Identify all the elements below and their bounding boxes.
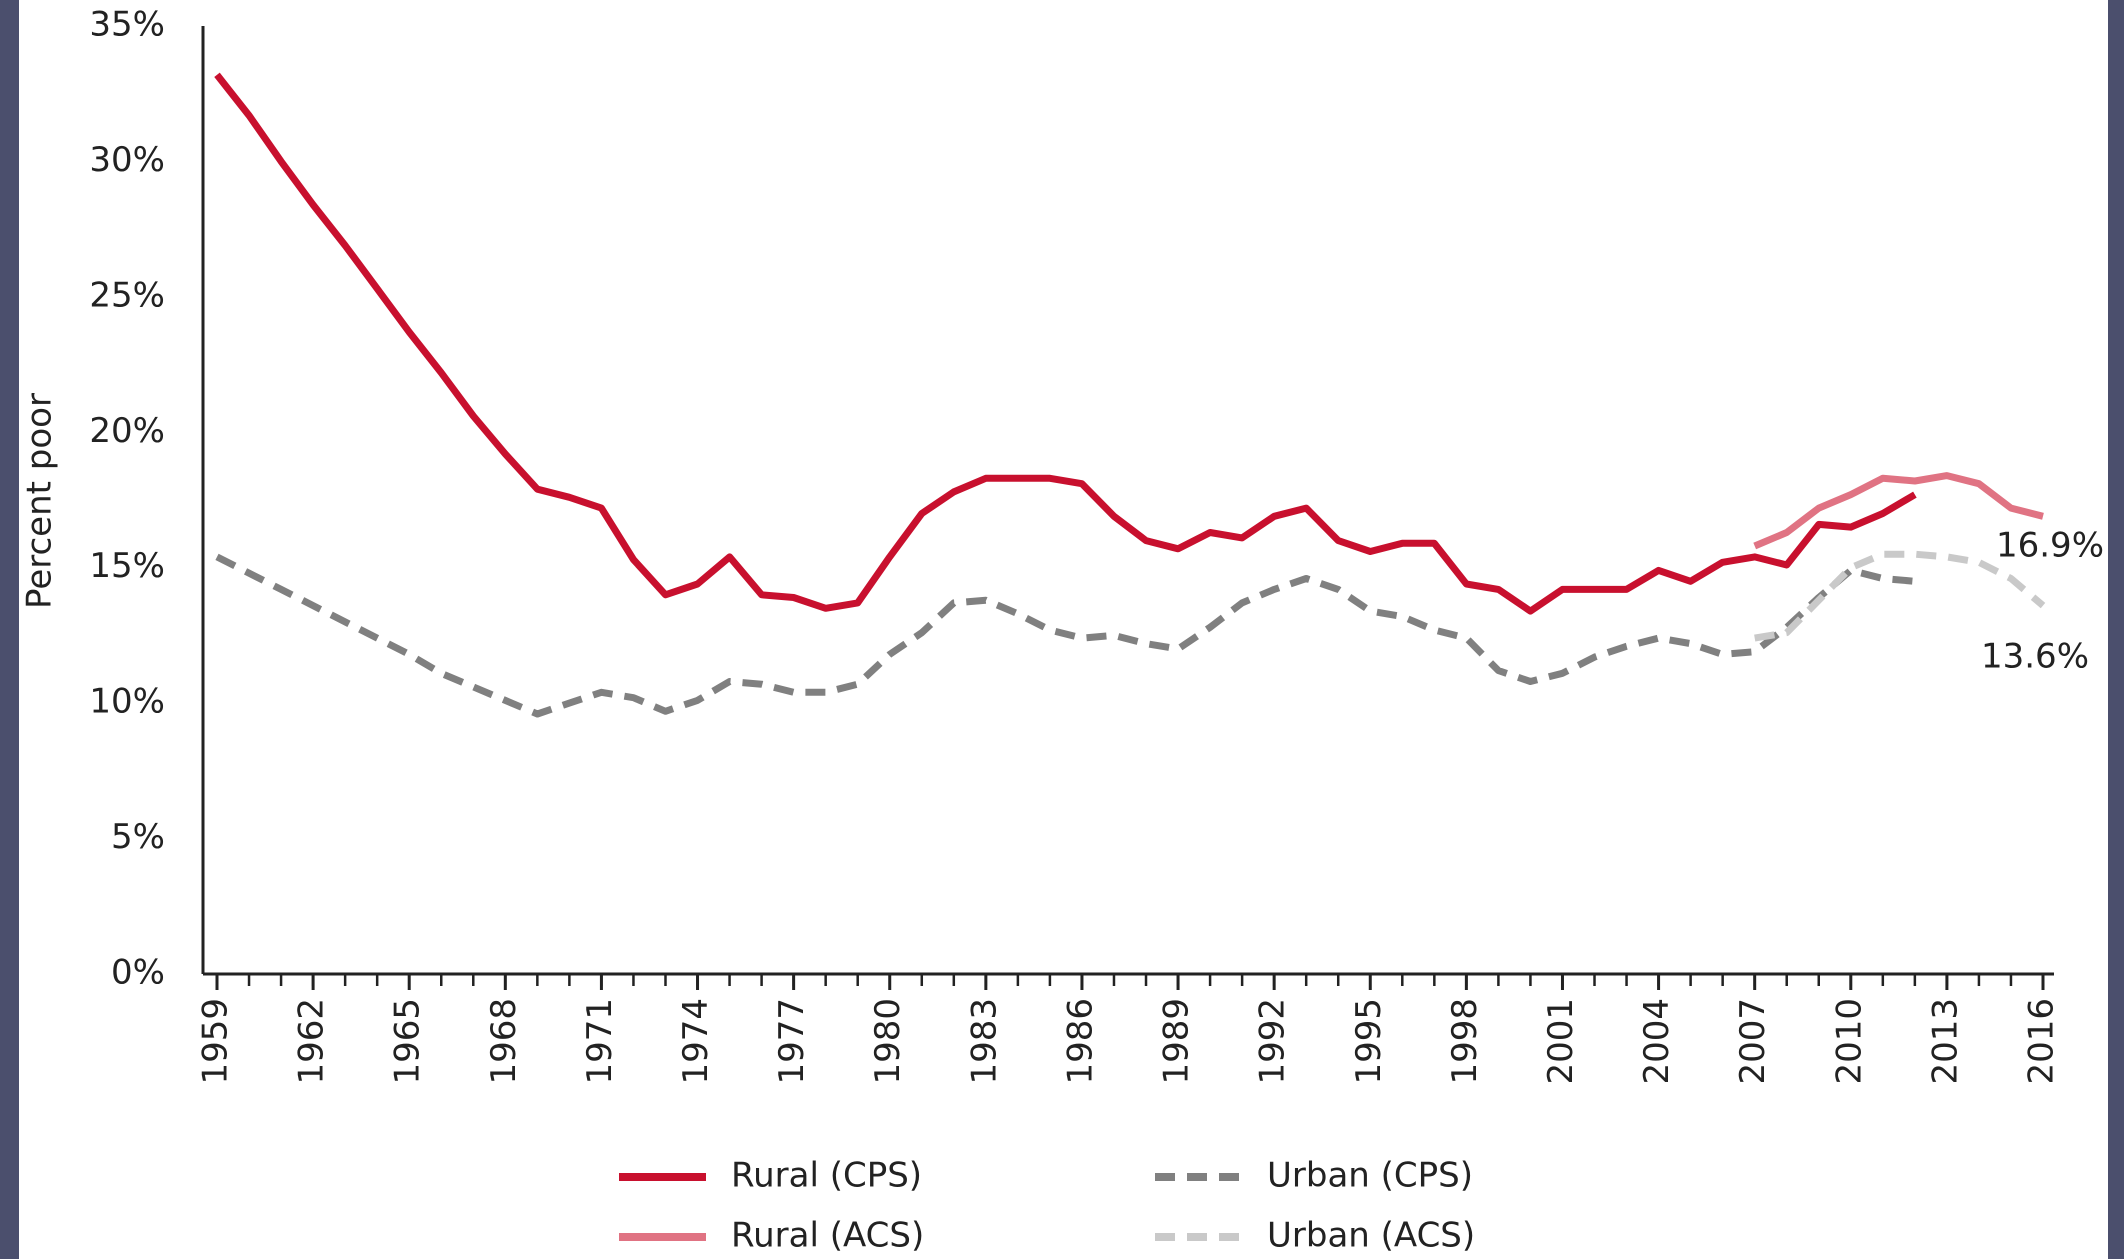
legend-label: Urban (ACS): [1267, 1216, 1475, 1256]
x-tick-label: 1992: [1253, 998, 1293, 1085]
x-tick-label: 1995: [1349, 998, 1389, 1085]
x-tick-label: 2007: [1733, 998, 1773, 1085]
x-tick-label: 1998: [1445, 998, 1485, 1085]
y-tick-label: 15%: [89, 546, 165, 586]
x-tick-label: 1965: [388, 998, 428, 1085]
x-tick-label: 1986: [1060, 998, 1100, 1085]
y-tick-label: 35%: [89, 5, 165, 45]
x-tick-label: 1980: [868, 998, 908, 1085]
x-tick-label: 1989: [1157, 998, 1197, 1085]
series-line: [1753, 472, 2044, 550]
x-tick-label: 1968: [484, 998, 524, 1085]
annotation: 13.6%: [1981, 637, 2089, 677]
series-line: [1754, 550, 2046, 642]
x-tick-label: 1962: [292, 998, 332, 1085]
y-tick-label: 20%: [89, 411, 165, 451]
y-tick-label: 10%: [89, 682, 165, 722]
y-tick-label: 0%: [111, 953, 165, 993]
legend-label: Urban (CPS): [1267, 1156, 1473, 1196]
x-tick-label: 1977: [772, 998, 812, 1085]
x-tick-label: 2004: [1637, 998, 1677, 1085]
annotation: 16.9%: [1996, 526, 2104, 566]
series-line: [215, 553, 1916, 718]
y-axis-label: Percent poor: [20, 393, 60, 609]
x-tick-label: 1974: [676, 998, 716, 1085]
y-tick-label: 30%: [89, 140, 165, 180]
legend-label: Rural (ACS): [731, 1216, 924, 1256]
series-line: [214, 72, 1917, 615]
y-tick-label: 5%: [111, 817, 165, 857]
y-tick-label: 25%: [89, 275, 165, 315]
legend-label: Rural (CPS): [731, 1156, 922, 1196]
x-tick-label: 1959: [196, 998, 236, 1085]
x-tick-label: 2013: [1925, 998, 1965, 1085]
x-tick-label: 1983: [964, 998, 1004, 1085]
x-tick-label: 2001: [1541, 998, 1581, 1085]
x-tick-label: 2010: [1829, 998, 1869, 1085]
x-tick-label: 1971: [580, 998, 620, 1085]
x-tick-label: 2016: [2022, 998, 2062, 1085]
